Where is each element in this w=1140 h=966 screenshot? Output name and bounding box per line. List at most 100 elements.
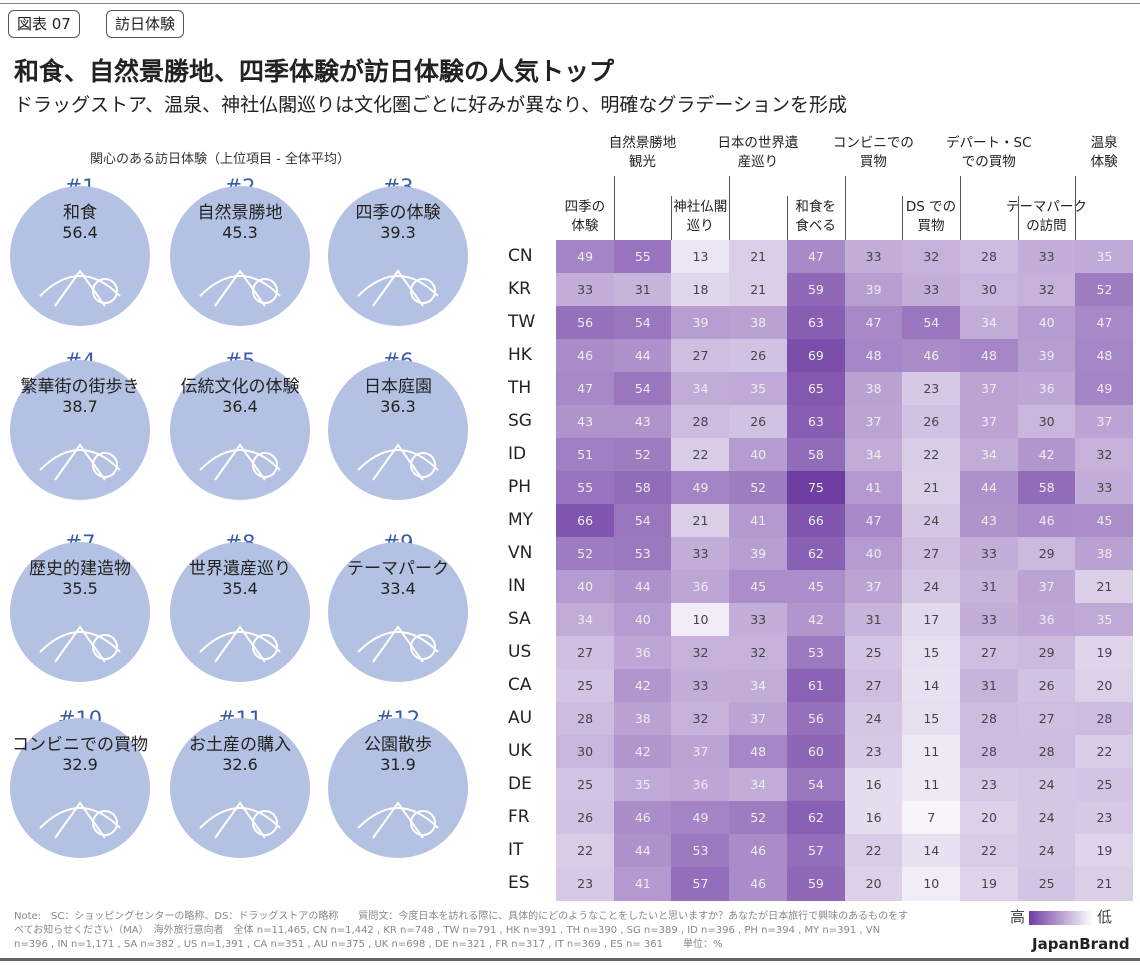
heatmap-cell: 37 xyxy=(844,405,903,439)
ranking-circle xyxy=(10,542,150,682)
heatmap-cell: 49 xyxy=(671,801,730,835)
heatmap-cell: 32 xyxy=(1075,438,1134,472)
heatmap-cell: 31 xyxy=(959,570,1019,604)
heatmap-cell: 26 xyxy=(902,405,961,439)
ranking-name: 四季の体験 xyxy=(355,203,441,223)
page-subtitle: ドラッグストア、温泉、神社仏閣巡りは文化圏ごとに好みが異なり、明確なグラデーショ… xyxy=(14,94,847,116)
heatmap-cell: 16 xyxy=(844,801,903,835)
heatmap-cell: 27 xyxy=(556,636,615,670)
ranking-value: 35.4 xyxy=(222,579,258,598)
heatmap-cell: 56 xyxy=(556,306,615,340)
heatmap-cell: 44 xyxy=(613,339,672,373)
heatmap-cell: 21 xyxy=(902,471,961,505)
heatmap-cell: 34 xyxy=(959,306,1019,340)
row-label: CA xyxy=(508,675,532,695)
heatmap-cell: 42 xyxy=(613,669,672,703)
heatmap-cell: 34 xyxy=(959,438,1019,472)
heatmap-cell: 16 xyxy=(844,768,903,802)
column-divider xyxy=(1017,196,1019,240)
heatmap-cell: 44 xyxy=(613,570,672,604)
ranking-value: 56.4 xyxy=(62,223,98,242)
column-header-line: 巡り xyxy=(686,218,714,234)
heatmap-cell: 33 xyxy=(959,603,1019,637)
column-header-line: テーマパーク xyxy=(1005,199,1087,215)
color-legend: 高低 xyxy=(1010,906,1112,927)
heatmap-cell: 23 xyxy=(1075,801,1134,835)
ranking-name: 歴史的建造物 xyxy=(29,559,131,579)
heatmap-cell: 36 xyxy=(671,570,730,604)
heatmap-cell: 45 xyxy=(786,570,845,604)
column-header-line: 自然景勝地 xyxy=(608,135,677,151)
row-label: UK xyxy=(508,741,532,761)
ranking-circle xyxy=(328,718,468,858)
heatmap-cell: 63 xyxy=(786,306,845,340)
heatmap-cell: 27 xyxy=(1017,702,1076,736)
footnote: Note: SC：ショッピングセンターの略称、DS：ドラッグストアの略称 質問文… xyxy=(14,911,909,950)
heatmap-cell: 21 xyxy=(729,273,788,307)
heatmap-cell: 32 xyxy=(1017,273,1076,307)
heatmap-cell: 51 xyxy=(556,438,615,472)
column-divider xyxy=(613,176,615,240)
column-divider xyxy=(959,176,961,240)
heatmap-cell: 46 xyxy=(1017,504,1076,538)
heatmap-cell: 66 xyxy=(556,504,615,538)
heatmap-cell: 21 xyxy=(729,240,788,274)
row-label: KR xyxy=(508,279,531,299)
heatmap-cell: 27 xyxy=(844,669,903,703)
heatmap-cell: 38 xyxy=(844,372,903,406)
heatmap-cell: 47 xyxy=(786,240,845,274)
heatmap-cell: 25 xyxy=(556,768,615,802)
heatmap-cell: 22 xyxy=(1075,735,1134,769)
heatmap-cell: 29 xyxy=(1017,537,1076,571)
ranking-value: 31.9 xyxy=(380,755,416,774)
ranking-circle xyxy=(170,718,310,858)
ranking-item: #9 テーマパーク 33.4 xyxy=(323,532,473,682)
ranking-circle xyxy=(328,542,468,682)
heatmap-cell: 24 xyxy=(1017,801,1076,835)
heatmap-cell: 40 xyxy=(556,570,615,604)
ranking-item: #2 自然景勝地 45.3 xyxy=(165,176,315,326)
column-header: 温泉体験 xyxy=(1059,134,1140,172)
ranking-value: 36.3 xyxy=(380,397,416,416)
heatmap-cell: 34 xyxy=(844,438,903,472)
heatmap-cell: 37 xyxy=(1017,570,1076,604)
row-label: US xyxy=(508,642,532,662)
heatmap-cell: 55 xyxy=(613,240,672,274)
heatmap-cell: 37 xyxy=(1075,405,1134,439)
heatmap-cell: 59 xyxy=(786,273,845,307)
ranking-item: #5 伝統文化の体験 36.4 xyxy=(165,350,315,500)
heatmap-cell: 69 xyxy=(786,339,845,373)
heatmap-cell: 30 xyxy=(1017,405,1076,439)
ranking-item: #12 公園散歩 31.9 xyxy=(323,708,473,858)
bonsai-icon xyxy=(357,443,439,481)
mount-fuji-icon xyxy=(199,269,281,307)
column-header-line: の訪問 xyxy=(1026,218,1067,234)
ranking-value: 32.9 xyxy=(62,755,98,774)
column-header: 自然景勝地 観光 xyxy=(598,134,688,172)
heatmap-cell: 34 xyxy=(729,768,788,802)
heatmap-cell: 27 xyxy=(671,339,730,373)
ranking-value: 45.3 xyxy=(222,223,258,242)
column-header-line: 買物 xyxy=(859,154,887,170)
heatmap-cell: 13 xyxy=(671,240,730,274)
heatmap-cell: 20 xyxy=(1075,669,1134,703)
bottom-divider xyxy=(0,958,1140,961)
heatmap-cell: 14 xyxy=(902,669,961,703)
heatmap-cell: 34 xyxy=(671,372,730,406)
heatmap-cell: 54 xyxy=(786,768,845,802)
heatmap-cell: 33 xyxy=(671,537,730,571)
column-header-line: コンビニでの xyxy=(832,135,914,151)
row-label: SG xyxy=(508,411,532,431)
column-header-line: DS での xyxy=(905,199,957,215)
heatmap-cell: 52 xyxy=(729,801,788,835)
row-label: ES xyxy=(508,873,530,893)
row-label: SA xyxy=(508,609,531,629)
row-label: TH xyxy=(508,378,532,398)
column-header: 四季の 体験 xyxy=(540,198,630,236)
ranking-circle xyxy=(10,360,150,500)
heatmap-cell: 48 xyxy=(844,339,903,373)
heatmap-cell: 37 xyxy=(671,735,730,769)
column-header: デパート・SC での買物 xyxy=(944,134,1034,172)
heatmap-cell: 36 xyxy=(1017,603,1076,637)
